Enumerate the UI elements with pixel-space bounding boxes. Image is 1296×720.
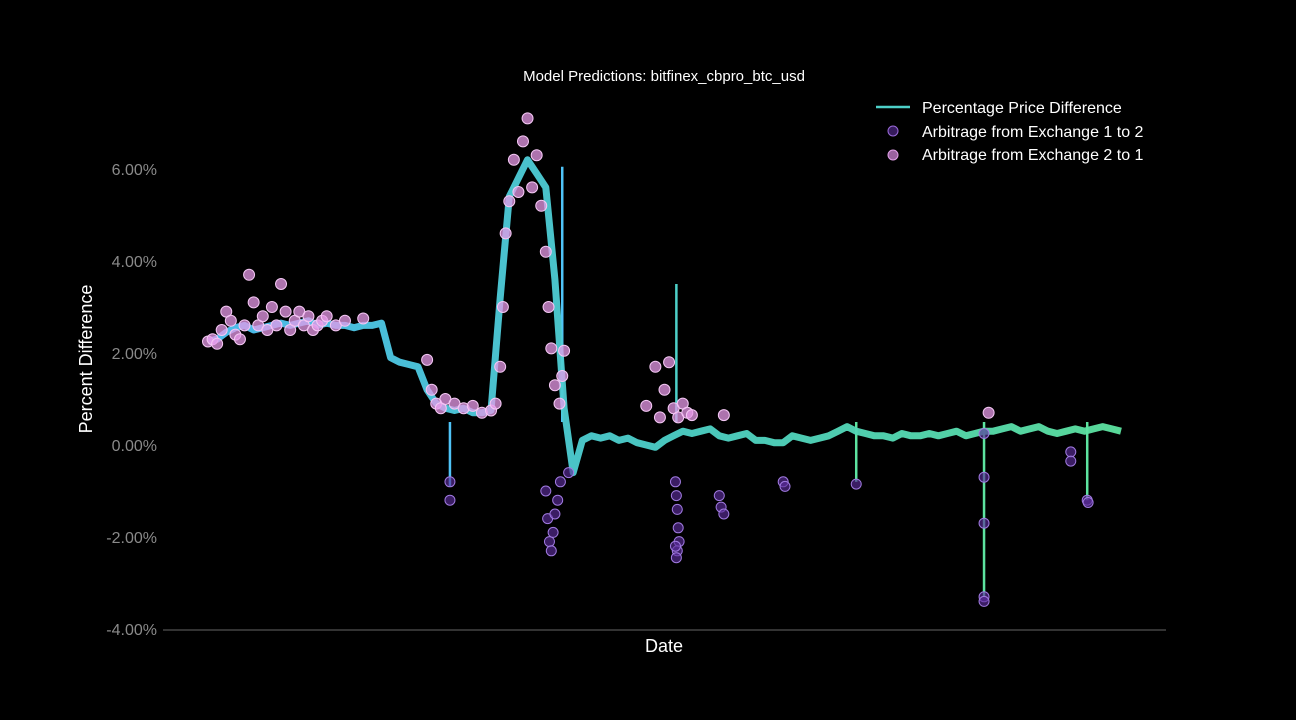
arb-2-to-1-point <box>224 314 237 327</box>
arb-1-to-2-point <box>978 428 990 439</box>
plot-area <box>202 112 1122 607</box>
arb-2-to-1-point <box>516 135 529 148</box>
arb-2-to-1-point <box>320 310 333 323</box>
arb-2-to-1-point <box>494 360 507 373</box>
y-axis-ticks: -4.00% -2.00% 0.00% 2.00% 4.00% 6.00% <box>106 162 157 639</box>
y-tick-label: 4.00% <box>112 254 157 271</box>
arb-1-to-2-point <box>543 536 555 548</box>
arb-2-to-1-point <box>535 199 548 212</box>
arb-2-to-1-point <box>530 149 543 162</box>
arb-2-to-1-point <box>717 409 730 422</box>
arb-1-to-2-point <box>444 494 456 506</box>
arb-2-to-1-point <box>233 333 246 346</box>
arb-1-to-2-point <box>718 508 730 520</box>
arb-2-to-1-point <box>556 370 569 382</box>
arb-1-to-2-point <box>978 471 990 483</box>
arb-2-to-1-point <box>421 353 434 366</box>
arb-1-to-2-point <box>547 526 559 538</box>
arb-1-to-2-point <box>978 517 990 529</box>
arb-2-to-1-point <box>545 342 558 355</box>
arb-2-to-1-point <box>496 301 509 313</box>
arb-2-to-1-point <box>685 409 698 422</box>
arb-2-to-1-point <box>521 112 534 125</box>
arb-2-to-1-point <box>653 411 666 424</box>
arb-1-to-2-point <box>669 476 681 488</box>
arb-1-to-2-point <box>671 503 683 515</box>
arb-1-to-2-point <box>444 476 456 488</box>
legend-label-arb-2-to-1: Arbitrage from Exchange 2 to 1 <box>922 147 1144 164</box>
arb-1-to-2-point <box>549 508 561 520</box>
arb-1-to-2-point <box>1065 446 1077 458</box>
arb-1-to-2-point <box>850 478 862 490</box>
arb-1-to-2-point <box>779 480 791 492</box>
arb-2-to-1-point <box>211 337 224 350</box>
legend: Percentage Price Difference Arbitrage fr… <box>876 100 1144 164</box>
arb-2-to-1-point <box>553 397 566 410</box>
legend-label-price-diff: Percentage Price Difference <box>922 100 1122 117</box>
arb-2-to-1-point <box>658 383 671 396</box>
arb-2-to-1-point <box>539 245 552 258</box>
arb-2-to-1-point <box>215 324 228 336</box>
arb-1-to-2-point <box>1065 455 1077 467</box>
arb-2-to-1-point <box>548 379 561 392</box>
arb-2-to-1-point <box>542 301 555 313</box>
arb-1-to-2-points <box>444 428 1094 607</box>
arb-2-to-1-point <box>425 383 438 396</box>
arb-2-to-1-point <box>256 310 269 323</box>
arb-2-to-1-point <box>275 278 288 290</box>
chart-title: Model Predictions: bitfinex_cbpro_btc_us… <box>523 68 805 85</box>
arb-1-to-2-point <box>552 494 564 506</box>
x-axis-label: Date <box>645 636 683 656</box>
legend-label-arb-1-to-2: Arbitrage from Exchange 1 to 2 <box>922 124 1144 141</box>
arb-1-to-2-point <box>713 490 725 502</box>
arb-1-to-2-point <box>1082 497 1094 508</box>
legend-swatch-arb-1-to-2 <box>887 125 899 137</box>
arb-1-to-2-point <box>554 476 566 488</box>
arb-2-to-1-point <box>499 227 512 240</box>
arb-1-to-2-point <box>545 545 557 557</box>
arb-1-to-2-point <box>670 490 682 502</box>
arb-2-to-1-point <box>503 195 516 208</box>
arb-2-to-1-point <box>270 319 283 332</box>
arb-2-to-1-point <box>238 319 251 332</box>
y-tick-label: -2.00% <box>106 530 157 547</box>
arb-2-to-1-point <box>649 360 662 373</box>
arb-2-to-1-point <box>265 301 278 313</box>
arb-2-to-1-point <box>302 310 315 323</box>
arb-2-to-1-point <box>357 312 370 325</box>
y-tick-label: 6.00% <box>112 162 157 179</box>
arb-2-to-1-point <box>507 153 520 166</box>
y-tick-label: 2.00% <box>112 346 157 363</box>
price-difference-line <box>207 156 1122 477</box>
arb-2-to-1-point <box>640 399 653 412</box>
arb-2-to-1-point <box>489 397 502 410</box>
arb-2-to-1-point <box>558 344 571 357</box>
arb-2-to-1-point <box>338 314 351 327</box>
y-tick-label: -4.00% <box>106 622 157 639</box>
arb-1-to-2-point <box>978 595 990 607</box>
arb-2-to-1-point <box>512 186 525 198</box>
arb-2-to-1-point <box>526 181 539 194</box>
arb-2-to-1-point <box>279 305 292 318</box>
arb-2-to-1-point <box>243 268 256 281</box>
y-axis-label: Percent Difference <box>76 285 96 434</box>
y-tick-label: 0.00% <box>112 438 157 455</box>
arb-2-to-1-point <box>466 399 479 412</box>
arb-2-to-1-points <box>202 112 995 424</box>
arb-2-to-1-point <box>663 356 676 369</box>
arb-1-to-2-point <box>563 467 575 479</box>
arb-1-to-2-point <box>540 485 552 497</box>
arb-1-to-2-point <box>669 540 681 552</box>
arb-1-to-2-point <box>672 522 684 534</box>
arb-2-to-1-point <box>247 296 260 309</box>
arb-2-to-1-point <box>982 406 995 419</box>
legend-swatch-arb-2-to-1 <box>887 149 899 161</box>
arb-1-to-2-point <box>670 552 682 564</box>
